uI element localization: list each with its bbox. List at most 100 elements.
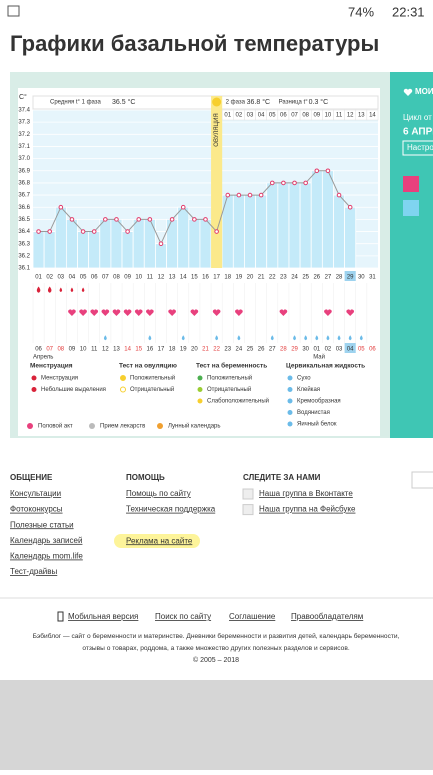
footer-bottom-link[interactable]: Мобильная версия <box>68 612 138 621</box>
x-tick-label: 18 <box>224 275 231 281</box>
heart <box>212 309 221 316</box>
date-label: 13 <box>113 347 120 353</box>
add-icon[interactable] <box>403 176 419 192</box>
date-label: 19 <box>180 347 187 353</box>
legend-swatch <box>27 423 33 429</box>
legend-swatch <box>120 375 126 381</box>
blood-drop <box>70 287 74 292</box>
temp-point <box>258 192 264 198</box>
date-label: 06 <box>369 347 376 353</box>
ovulation-dot <box>212 97 222 107</box>
temp-point <box>180 204 186 210</box>
footer-link[interactable]: Календарь mom.life <box>10 552 83 561</box>
search-box[interactable] <box>411 471 433 489</box>
footer-link[interactable]: Реклама на сайте <box>126 536 193 545</box>
copyright: © 2005 – 2018 <box>193 656 239 664</box>
temp-bar <box>121 231 134 269</box>
legend-item: Лунный календарь <box>168 423 221 430</box>
temp-point <box>281 180 286 186</box>
phase-day: 03 <box>247 113 254 119</box>
footer-link[interactable]: Техническая поддержка <box>126 505 216 514</box>
y-tick-label: 37.2 <box>18 132 30 138</box>
bottom-area <box>0 680 433 770</box>
heart <box>123 309 132 316</box>
footer-link[interactable]: Полезные статьи <box>10 520 74 529</box>
y-tick-label: 37.3 <box>18 120 30 126</box>
legend-item: Положительный <box>130 375 175 382</box>
date-label: 28 <box>280 347 287 353</box>
phase2-label: 2 фаза <box>226 100 246 106</box>
highlight <box>114 534 200 548</box>
temp-bar <box>232 194 245 269</box>
footer-link[interactable]: Наша группа на Фейсбуке <box>259 505 356 514</box>
temp-point <box>303 180 308 186</box>
footer-link[interactable]: Фотоконкурсы <box>10 505 63 514</box>
temp-bar <box>266 182 279 269</box>
legend-item: Небольшие выделения <box>41 387 106 393</box>
temp-point <box>347 204 353 210</box>
heart <box>324 309 332 316</box>
y-tick-label: 36.8 <box>18 181 30 187</box>
y-tick-label: 37.4 <box>18 108 30 114</box>
heart <box>346 309 354 316</box>
temp-point <box>203 217 208 222</box>
phase-day: 11 <box>336 113 343 119</box>
temp-point <box>58 204 64 210</box>
social-icon <box>242 488 254 500</box>
plus-icon[interactable] <box>403 200 419 216</box>
settings-button[interactable] <box>402 140 433 156</box>
footer-link[interactable]: Консультации <box>10 489 61 498</box>
legend-item: Отрицательный <box>130 386 174 393</box>
heart <box>112 309 121 316</box>
blood-drop <box>47 286 52 293</box>
heart <box>79 309 87 316</box>
legend-title: Тест на овуляцию <box>119 363 177 370</box>
date-label: 30 <box>302 347 309 353</box>
legend-swatch <box>31 375 37 381</box>
temp-point <box>192 217 197 222</box>
temp-bar <box>299 182 312 269</box>
temp-bar <box>88 231 101 269</box>
phase-day-cell <box>366 109 379 121</box>
footer-link[interactable]: Тест-драйвы <box>10 567 58 576</box>
phase1-label: Средняя t° 1 фаза <box>50 100 102 106</box>
footer-bottom-link[interactable]: Поиск по сайту <box>155 612 211 621</box>
gallery-icon <box>7 5 20 17</box>
temp-bar <box>333 194 346 269</box>
date-label: 11 <box>91 347 98 353</box>
x-tick-label: 16 <box>202 275 209 281</box>
x-tick-label: 09 <box>124 275 131 281</box>
mobile-icon <box>57 611 64 622</box>
temp-bar <box>65 218 78 269</box>
current-date <box>344 343 356 353</box>
x-tick-label: 17 <box>213 275 220 281</box>
date-label: 12 <box>102 347 109 353</box>
legend-item: Клейкая <box>297 386 320 393</box>
x-tick-label: 25 <box>302 275 309 281</box>
cervical-drop <box>359 335 363 341</box>
date-label: 04 <box>347 347 354 353</box>
date-label: 14 <box>124 347 131 353</box>
ovulation-column <box>211 96 223 268</box>
footer-bottom-link[interactable]: Правообладателям <box>291 612 363 621</box>
x-tick-label: 27 <box>325 275 332 281</box>
temp-bar <box>32 231 45 269</box>
footer-bottom-link[interactable]: Соглашение <box>229 612 276 621</box>
footer-link[interactable]: Наша группа в Вконтакте <box>259 489 353 498</box>
x-tick-label: 04 <box>69 275 76 281</box>
y-tick-label: 36.4 <box>18 229 30 235</box>
temp-point <box>169 217 175 222</box>
ovulation-label: ОВУЛЯЦИЯ <box>214 113 220 146</box>
footer-link[interactable]: Календарь записей <box>10 536 82 545</box>
footer-description: отзывы о товарах, роддома, а также множе… <box>82 645 349 652</box>
heart-icon <box>403 88 413 96</box>
legend-item: Слабоположительный <box>207 398 269 405</box>
x-tick-label: 13 <box>169 275 176 281</box>
date-label: 10 <box>80 347 87 353</box>
x-tick-label: 12 <box>158 275 165 281</box>
temp-bar <box>321 170 334 269</box>
temp-point <box>158 241 164 246</box>
blood-drop <box>59 287 63 292</box>
footer-link[interactable]: Помощь по сайту <box>126 489 191 498</box>
y-tick-label: 36.1 <box>18 266 30 272</box>
